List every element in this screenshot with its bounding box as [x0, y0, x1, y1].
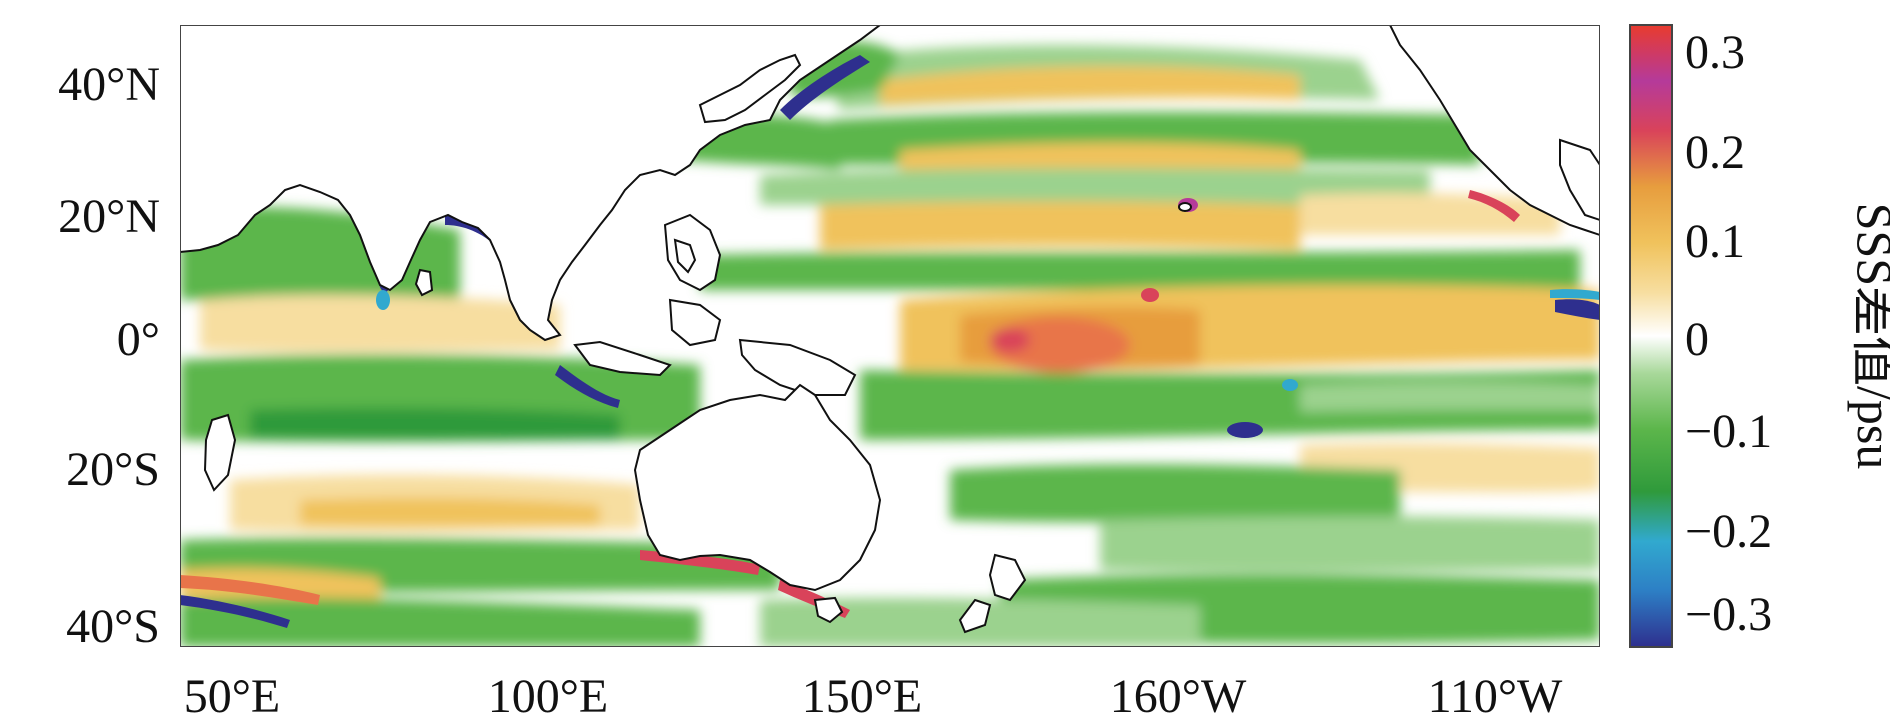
extreme-negative-patch [555, 365, 620, 408]
lon-tick-label: 160°W [1110, 670, 1247, 720]
lat-tick-label: 40°S [66, 600, 160, 653]
field-band [1100, 516, 1600, 573]
colorbar-tick-label: −0.3 [1685, 588, 1772, 641]
colorbar-gradient [1629, 24, 1673, 648]
new-zealand-island [958, 598, 992, 634]
lon-tick-label: 150°E [802, 670, 923, 720]
field-band [180, 567, 380, 600]
extreme-negative-patch [1555, 299, 1600, 320]
baja-peninsula [1559, 138, 1600, 222]
lat-tick-label: 20°S [66, 443, 160, 496]
hawaii-island [1178, 202, 1192, 212]
lat-tick-label: 0° [117, 313, 160, 366]
australia-landmass [633, 383, 882, 592]
colorbar-tick-label: 0.3 [1685, 26, 1745, 79]
field-band [180, 598, 700, 647]
field-band [900, 142, 1300, 175]
cyan-patch [376, 290, 390, 310]
philippines-island [673, 238, 697, 274]
field-band [820, 201, 1300, 250]
colorbar-title: SSS差值/psu [1847, 203, 1890, 470]
madagascar-island [203, 413, 237, 492]
field-band [300, 497, 600, 527]
maritime-continent-island [573, 340, 672, 377]
cyan-patch [1282, 379, 1298, 391]
lat-tick-label: 40°N [58, 58, 160, 111]
cyan-patch [1550, 289, 1600, 300]
field-band [760, 167, 1430, 205]
extreme-negative-patch [180, 595, 290, 628]
maritime-continent-island [668, 298, 722, 347]
field-band [700, 250, 1580, 290]
colorbar-tick-label: 0.2 [1685, 126, 1745, 179]
new-guinea-island [738, 338, 857, 396]
lon-tick-label: 50°E [184, 670, 281, 720]
new-zealand-island [988, 553, 1027, 602]
colorbar-tick-label: 0.1 [1685, 215, 1745, 268]
sss-difference-field [180, 40, 1600, 647]
extreme-positive-patch [180, 575, 320, 605]
field-patch [990, 317, 1130, 373]
colorbar-tick-label: −0.1 [1685, 405, 1772, 458]
extreme-positive-patch [1141, 288, 1159, 302]
field-band [250, 407, 620, 440]
korea-japan-landmass [698, 53, 802, 124]
colorbar-tick-label: 0 [1685, 313, 1709, 366]
field-band [950, 464, 1400, 523]
colorbar-tick-label: −0.2 [1685, 505, 1772, 558]
tasmania-island [813, 596, 844, 624]
field-band [1300, 381, 1600, 412]
extreme-negative-patch [1227, 422, 1263, 438]
lon-tick-label: 110°W [1428, 670, 1563, 720]
field-band [880, 65, 1300, 105]
latitude-tick-labels: 40°N 20°N 0° 20°S 40°S [58, 58, 160, 653]
sri-lanka-island [414, 268, 434, 297]
extreme-negative-patch [780, 55, 870, 120]
land-masses [180, 25, 1600, 634]
map-panel [180, 25, 1600, 647]
longitude-tick-labels: 50°E 100°E 150°E 160°W 110°W [184, 670, 1563, 720]
field-band [200, 294, 560, 353]
north-america-landmass [1388, 25, 1600, 237]
lat-tick-label: 20°N [58, 190, 160, 243]
extreme-positive-patch [1468, 190, 1520, 222]
lon-tick-label: 100°E [488, 670, 609, 720]
field-patch [990, 328, 1030, 352]
colorbar: 0.3 0.2 0.1 0 −0.1 −0.2 −0.3 SSS差值/psu [1629, 24, 1890, 648]
